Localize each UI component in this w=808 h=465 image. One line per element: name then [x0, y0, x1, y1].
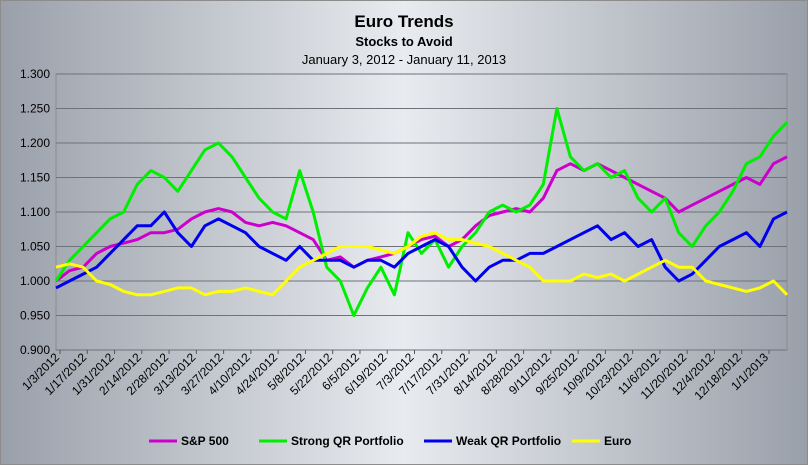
- chart-date-range: January 3, 2012 - January 11, 2013: [302, 52, 506, 67]
- legend: S&P 500 Strong QR Portfolio Weak QR Portfo…: [149, 434, 631, 448]
- legend-label-2: Weak QR Portfolio: [456, 434, 561, 448]
- y-axis-ticks: 0.900 0.950 1.000 1.050 1.100 1.150 1.200 1.250…: [20, 67, 50, 357]
- y-tick-label: 0.900: [20, 343, 50, 357]
- legend-label-0: S&P 500: [181, 434, 229, 448]
- series-lines: [54, 107, 789, 317]
- x-axis-ticks: 1/3/20121/17/20121/31/20122/14/20122/28/…: [19, 350, 771, 403]
- y-tick-label: 1.000: [20, 274, 50, 288]
- y-tick-label: 1.150: [20, 171, 50, 185]
- series-line-2: [55, 210, 788, 290]
- series-line-3: [55, 231, 789, 297]
- series-line-0: [55, 155, 788, 283]
- y-tick-label: 1.200: [20, 136, 50, 150]
- chart-title: Euro Trends: [354, 12, 453, 31]
- legend-label-3: Euro: [604, 434, 631, 448]
- series-line-1: [54, 107, 789, 317]
- grid-lines: [56, 73, 787, 351]
- chart-subtitle: Stocks to Avoid: [355, 34, 452, 49]
- y-tick-label: 1.300: [20, 67, 50, 81]
- y-tick-label: 0.950: [20, 309, 50, 323]
- legend-label-1: Strong QR Portfolio: [291, 434, 404, 448]
- y-tick-label: 1.250: [20, 102, 50, 116]
- y-tick-label: 1.100: [20, 205, 50, 219]
- y-tick-label: 1.050: [20, 240, 50, 254]
